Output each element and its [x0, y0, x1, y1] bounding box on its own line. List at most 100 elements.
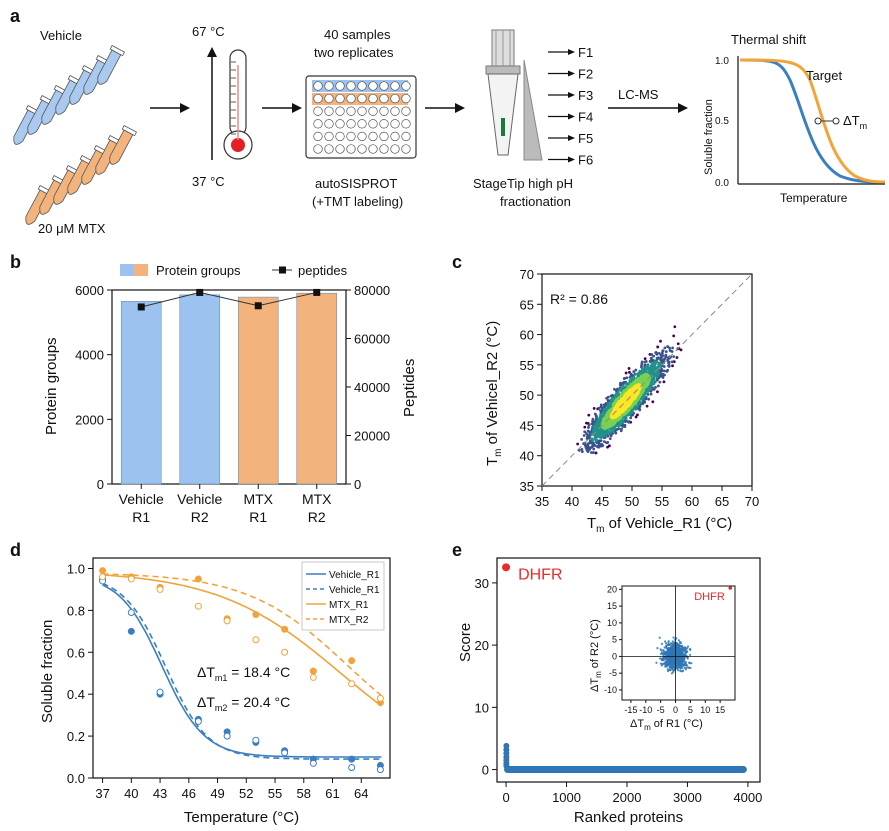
scatter-point — [597, 431, 600, 435]
scatter-point — [582, 434, 586, 437]
plate-well — [313, 93, 323, 104]
ytick-label: 35 — [520, 479, 534, 494]
plot-frame — [496, 557, 761, 783]
scatter-point — [628, 370, 631, 374]
scatter-point — [587, 426, 590, 429]
fraction-label: F3 — [578, 88, 593, 103]
data-point — [348, 657, 356, 665]
legend-label: Vehicle_R1 — [329, 570, 380, 581]
panel-d-label: d — [10, 540, 21, 560]
xtick-label: 46 — [182, 786, 196, 801]
plate-well — [357, 119, 367, 129]
scatter-point — [659, 359, 663, 363]
y2tick-label: 40000 — [354, 380, 390, 395]
scatter-point — [503, 762, 510, 769]
plate-well — [346, 106, 356, 116]
tube — [83, 59, 108, 95]
scatter-point — [600, 442, 604, 446]
inset-point — [673, 641, 676, 644]
plate-well — [357, 131, 367, 142]
vehicle-tubes-icon — [13, 44, 126, 145]
inset-point — [682, 659, 685, 663]
inset-point — [668, 666, 671, 669]
plate-well — [313, 119, 323, 129]
scatter-point — [606, 395, 610, 399]
plate-well — [335, 119, 345, 129]
delta-tm-label: ΔTm — [843, 113, 867, 131]
inset-point — [684, 661, 688, 664]
fraction-label: F2 — [578, 67, 593, 82]
scatter-point — [657, 357, 661, 360]
scatter-point — [592, 441, 595, 445]
inset-point — [687, 666, 690, 669]
fraction-label: F5 — [578, 131, 593, 146]
flow-arrow-1 — [150, 103, 190, 113]
plate-well — [368, 81, 378, 91]
inset-point — [688, 653, 692, 657]
peptides-point — [254, 302, 262, 310]
plate-well — [313, 131, 323, 142]
scatter-point — [668, 346, 671, 350]
plate-well — [357, 106, 367, 116]
inset-point — [660, 642, 664, 645]
plate-well — [368, 119, 378, 129]
plate-well — [379, 119, 389, 129]
stagetip-icon — [485, 29, 543, 161]
plate-well — [313, 106, 323, 116]
scatter-point — [660, 351, 664, 355]
xtick-label: 4000 — [733, 790, 762, 805]
r2-annotation: R² = 0.86 — [550, 291, 608, 307]
ytick-label: 60 — [520, 328, 534, 343]
plate-well — [390, 81, 400, 91]
inset-point — [672, 646, 676, 649]
xtick-label: 35 — [535, 494, 549, 509]
plate-line2: (+TMT labeling) — [312, 194, 403, 209]
data-point — [252, 736, 260, 744]
ytick-label: 20 — [475, 638, 489, 653]
data-point — [127, 575, 135, 583]
tube — [53, 169, 78, 205]
scatter-point — [584, 443, 587, 447]
data-point — [309, 667, 317, 675]
inset-point — [686, 657, 689, 660]
inset-point — [669, 669, 672, 672]
chart-d: 37 40 43 46 49 52 55 58 61 64 0.0 0.2 0.4 0.6 0.8 1.0 Te… — [39, 557, 391, 826]
plate-well — [335, 106, 345, 116]
xtick-label: 64 — [354, 786, 368, 801]
inset-point — [676, 648, 680, 651]
inset-point — [684, 649, 687, 652]
scatter-point — [667, 364, 670, 368]
tube — [27, 99, 52, 135]
data-point — [127, 627, 135, 635]
scatter-point — [586, 429, 590, 433]
fit-curve — [102, 582, 382, 760]
data-point — [309, 673, 317, 681]
scatter-point — [587, 413, 591, 417]
xtick-label: Vehicle — [177, 491, 222, 507]
inset-point — [672, 636, 675, 639]
bar-protein-groups — [120, 301, 162, 485]
tube-cap — [109, 44, 126, 57]
ytick-label: 4000 — [75, 348, 104, 363]
ytick-label: 0.6 — [67, 645, 85, 660]
data-point — [194, 717, 202, 725]
scatter-point — [672, 355, 676, 359]
annot-dtm2: ΔTm2 = 20.4 °C — [197, 694, 290, 713]
scatter-point — [587, 441, 591, 445]
scatter-point — [661, 376, 665, 379]
inset-point — [662, 650, 666, 653]
inset-point — [656, 647, 659, 650]
ytick-label: 10 — [475, 700, 489, 715]
fraction-label: F1 — [578, 45, 593, 60]
ytick-label: 45 — [520, 418, 534, 433]
inset-point — [661, 662, 664, 665]
ytick-label: 0.0 — [67, 771, 85, 786]
xtick-label: 3000 — [673, 790, 702, 805]
fraction-label: F4 — [578, 110, 593, 125]
plate-well — [313, 81, 323, 91]
data-point — [348, 680, 356, 688]
scatter-point — [588, 436, 592, 439]
y2tick-label: 80000 — [354, 283, 390, 298]
